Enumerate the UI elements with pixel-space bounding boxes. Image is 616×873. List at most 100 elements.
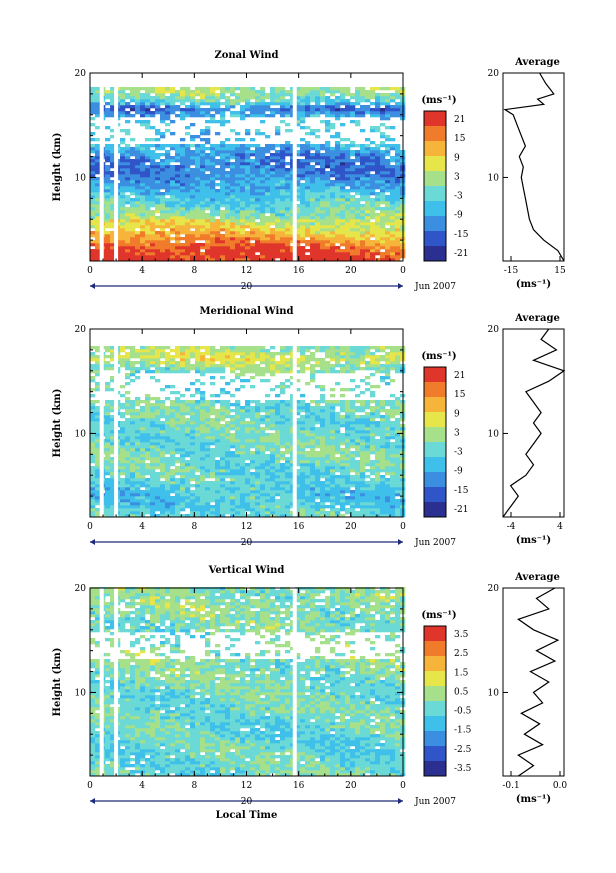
heatmap-cell	[380, 192, 386, 196]
heatmap-cell	[110, 213, 116, 217]
heatmap-cell	[395, 442, 401, 446]
heatmap-cell	[240, 484, 246, 488]
heatmap-cell	[270, 90, 276, 94]
heatmap-cell	[165, 174, 171, 178]
heatmap-cell	[240, 216, 246, 220]
heatmap-cell	[210, 505, 216, 509]
heatmap-cell	[125, 424, 131, 428]
heatmap-cell	[325, 162, 331, 166]
heatmap-cell	[200, 457, 206, 461]
heatmap-cell	[295, 243, 301, 247]
heatmap-cell	[145, 150, 151, 154]
heatmap-cell	[375, 240, 381, 244]
heatmap-cell	[165, 177, 171, 181]
heatmap-cell	[335, 135, 341, 139]
heatmap-cell	[310, 195, 316, 199]
heatmap-cell	[285, 219, 291, 223]
heatmap-cell	[315, 496, 321, 500]
heatmap-cell	[170, 258, 176, 262]
heatmap-cell	[310, 243, 316, 247]
heatmap-cell	[160, 430, 166, 434]
heatmap-cell	[175, 436, 181, 440]
heatmap-cell	[195, 255, 201, 259]
heatmap-cell	[260, 252, 266, 256]
heatmap-cell	[190, 171, 196, 175]
heatmap-cell	[205, 243, 211, 247]
heatmap-cell	[310, 466, 316, 470]
heatmap-cell	[285, 445, 291, 449]
heatmap-cell	[350, 427, 356, 431]
heatmap-cell	[280, 99, 286, 103]
heatmap-cell	[225, 201, 231, 205]
heatmap-cell	[340, 222, 346, 226]
heatmap-cell	[255, 168, 261, 172]
heatmap-cell	[155, 240, 161, 244]
heatmap-cell	[305, 499, 311, 503]
heatmap-cell	[200, 508, 206, 512]
heatmap-cell	[165, 508, 171, 512]
heatmap-cell	[375, 96, 381, 100]
heatmap-cell	[340, 153, 346, 157]
heatmap-cell	[275, 442, 281, 446]
heatmap-cell	[295, 237, 301, 241]
heatmap-cell	[360, 448, 366, 452]
heatmap-cell	[365, 162, 371, 166]
heatmap-cell	[185, 430, 191, 434]
heatmap-cell	[320, 430, 326, 434]
heatmap-cell	[270, 231, 276, 235]
heatmap-cell	[135, 424, 141, 428]
heatmap-cell	[140, 204, 146, 208]
heatmap-cell	[195, 514, 201, 518]
heatmap-cell	[395, 502, 401, 506]
heatmap-cell	[280, 216, 286, 220]
heatmap-cell	[355, 108, 361, 112]
heatmap-cell	[390, 255, 396, 259]
heatmap-cell	[215, 153, 221, 157]
heatmap-cell	[160, 201, 166, 205]
heatmap-cell	[230, 99, 236, 103]
heatmap-cell	[360, 252, 366, 256]
heatmap-cell	[265, 246, 271, 250]
heatmap-cell	[315, 111, 321, 115]
heatmap-cell	[260, 219, 266, 223]
heatmap-cell	[95, 469, 101, 473]
heatmap-cell	[155, 448, 161, 452]
heatmap-cell	[190, 183, 196, 187]
heatmap-cell	[330, 424, 336, 428]
heatmap-cell	[120, 505, 126, 509]
heatmap-cell	[320, 433, 326, 437]
heatmap-cell	[180, 168, 186, 172]
heatmap-cell	[390, 156, 396, 160]
heatmap-cell	[175, 424, 181, 428]
heatmap-cell	[145, 123, 151, 127]
heatmap-cell	[330, 427, 336, 431]
heatmap-cell	[385, 114, 391, 118]
heatmap-cell	[295, 481, 301, 485]
heatmap-cell	[140, 168, 146, 172]
heatmap-cell	[220, 204, 226, 208]
heatmap-cell	[395, 213, 401, 217]
heatmap-cell	[320, 457, 326, 461]
heatmap-cell	[200, 454, 206, 458]
heatmap-cell	[205, 436, 211, 440]
heatmap-cell	[170, 514, 176, 518]
heatmap-cell	[225, 228, 231, 232]
heatmap-cell	[120, 168, 126, 172]
heatmap-cell	[265, 162, 271, 166]
heatmap-cell	[385, 105, 391, 109]
heatmap-cell	[390, 192, 396, 196]
heatmap-cell	[385, 162, 391, 166]
heatmap-cell	[185, 454, 191, 458]
heatmap-cell	[105, 249, 111, 253]
heatmap-cell	[290, 144, 296, 148]
heatmap-cell	[300, 192, 306, 196]
heatmap-cell	[175, 490, 181, 494]
heatmap-cell	[355, 111, 361, 115]
heatmap-cell	[105, 478, 111, 482]
heatmap-cell	[210, 451, 216, 455]
heatmap-cell	[375, 490, 381, 494]
heatmap-cell	[205, 502, 211, 506]
heatmap-cell	[200, 451, 206, 455]
heatmap-cell	[190, 162, 196, 166]
heatmap-cell	[310, 174, 316, 178]
